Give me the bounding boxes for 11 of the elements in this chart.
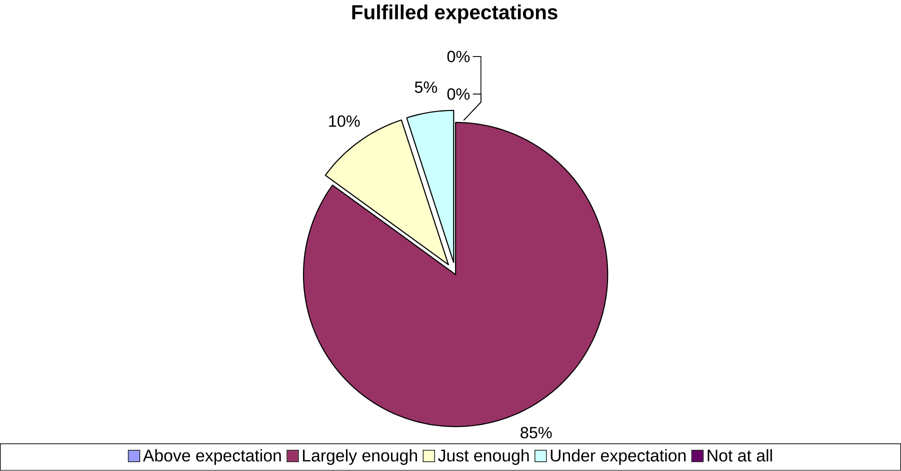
legend-label: Largely enough	[303, 449, 417, 466]
legend-label: Above expectation	[142, 449, 281, 466]
legend-label: Under expectation	[550, 449, 686, 466]
data-label: 5%	[414, 82, 438, 94]
chart-title: Fulfilled expectations	[352, 4, 558, 24]
legend-label: Not at all	[708, 449, 772, 462]
legend-label: Just enough	[438, 449, 529, 466]
data-label: 10%	[329, 116, 360, 128]
text: 0%	[447, 50, 470, 62]
text: 0%	[447, 88, 470, 100]
data-label: 85%	[520, 427, 552, 439]
